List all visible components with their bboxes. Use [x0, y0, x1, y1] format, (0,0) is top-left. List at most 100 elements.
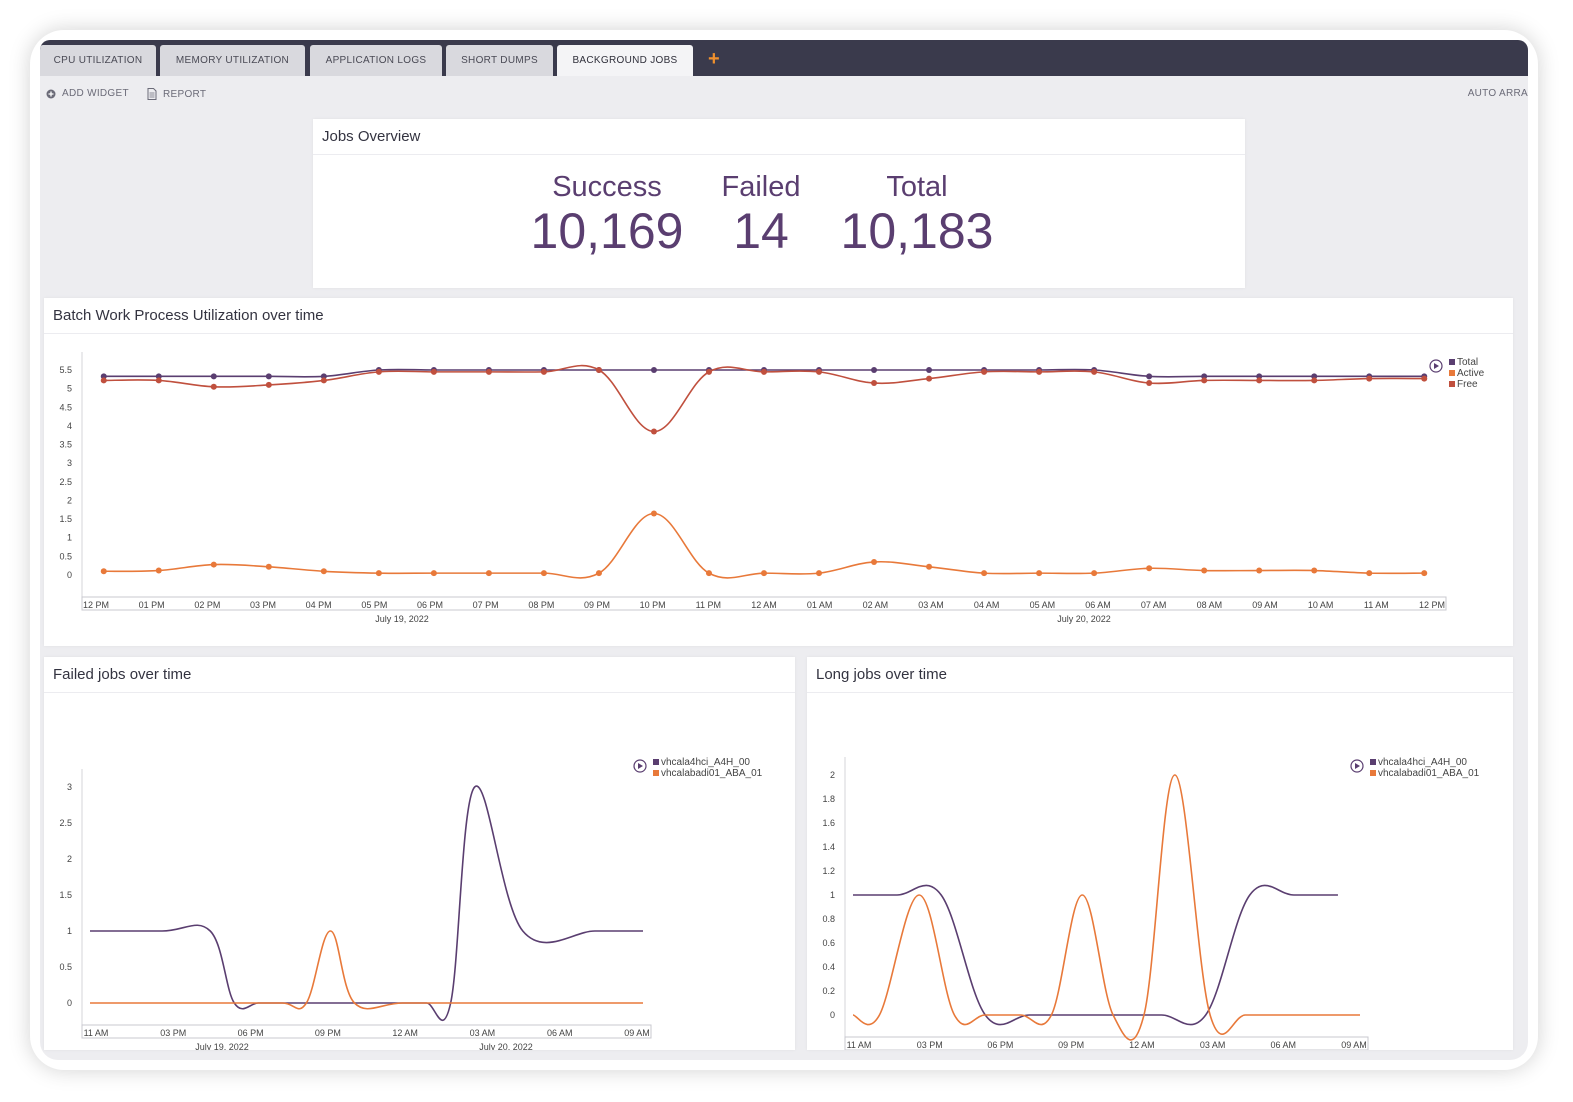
play-icon[interactable]	[1350, 759, 1364, 773]
data-point	[1256, 373, 1263, 380]
data-point	[1256, 377, 1263, 384]
add-widget-button[interactable]: ADD WIDGET	[46, 88, 129, 99]
data-point	[926, 367, 933, 373]
data-point	[1311, 373, 1318, 380]
data-point	[1256, 567, 1263, 574]
legend-label: vhcala4hci_A4H_00	[661, 757, 750, 768]
x-tick-label: 04 AM	[974, 600, 1000, 610]
data-point	[595, 367, 602, 373]
report-button[interactable]: REPORT	[147, 88, 206, 100]
data-point	[761, 570, 767, 577]
data-point	[1091, 570, 1098, 577]
x-tick-label: 03 PM	[250, 600, 276, 610]
legend-label: Total	[1457, 357, 1478, 368]
x-tick-label: 04 PM	[306, 600, 332, 610]
widget-title: Failed jobs over time	[53, 666, 192, 683]
legend-swatch	[653, 770, 659, 776]
y-tick-label: 1.5	[59, 514, 72, 524]
legend-label: Free	[1457, 379, 1478, 390]
x-tick-label: 03 PM	[160, 1028, 186, 1038]
x-tick-label: 12 AM	[751, 600, 777, 610]
x-tick-label: 09 PM	[1058, 1040, 1084, 1050]
legend-swatch	[1449, 359, 1455, 365]
data-point	[155, 377, 162, 384]
series-line-1	[852, 774, 1360, 1041]
x-tick-label: 11 AM	[1364, 600, 1389, 610]
x-tick-label: 12 PM	[1419, 600, 1445, 610]
x-tick-label: 12 AM	[1129, 1040, 1155, 1050]
jobs-overview-widget: Jobs Overview Success 10,169 Failed 14 T…	[313, 119, 1245, 288]
data-point	[100, 568, 107, 575]
long-jobs-chart: 2 1.8 1.6 1.4 1.2 1 0.8 0.6 0.4 0.2 0 11 AM 03 PM 06 …	[822, 757, 1480, 1050]
legend-label: vhcalabadi01_ABA_01	[1378, 768, 1480, 779]
x-tick-label: 10 PM	[640, 600, 666, 610]
divider	[313, 154, 1245, 155]
play-icon[interactable]	[1429, 359, 1443, 373]
y-tick-label: 4.5	[59, 402, 72, 412]
add-circle-icon	[46, 89, 56, 98]
stat-label: Failed	[721, 171, 801, 203]
x-tick-label: 02 AM	[863, 600, 889, 610]
plus-icon[interactable]: +	[708, 48, 720, 70]
x-tick-label: 03 AM	[470, 1028, 496, 1038]
y-tick-label: 5.5	[59, 365, 72, 375]
data-point	[705, 570, 712, 577]
series-line-1	[90, 930, 643, 1010]
auto-arrange-button[interactable]: AUTO ARRA	[1467, 88, 1528, 99]
data-point	[540, 368, 547, 375]
x-tick-label: 07 PM	[473, 600, 499, 610]
y-tick-label: 0.5	[59, 962, 72, 972]
divider	[807, 692, 1513, 693]
y-tick-label: 0.8	[822, 914, 835, 924]
data-point	[485, 570, 492, 577]
y-tick-label: 1.2	[822, 866, 835, 876]
date-label: July 20, 2022	[1057, 614, 1111, 624]
x-tick-label: 09 AM	[624, 1028, 650, 1038]
x-tick-label: 06 PM	[987, 1040, 1013, 1050]
x-tick-label: 09 PM	[584, 600, 610, 610]
y-tick-label: 1	[830, 890, 835, 900]
y-tick-label: 0.4	[822, 962, 835, 972]
legend-label: vhcalabadi01_ABA_01	[661, 768, 763, 779]
y-tick-label: 3	[67, 458, 72, 468]
batch-utilization-chart: 5.5 5 4.5 4 3.5 3 2.5 2 1.5 1 0.5 0 12 PM 01 PM 02 PM 0…	[59, 352, 1485, 624]
data-point	[1311, 377, 1318, 384]
data-point	[926, 563, 933, 570]
tab-cpu-utilization[interactable]: CPU UTILIZATION	[40, 45, 156, 76]
tab-short-dumps[interactable]: SHORT DUMPS	[446, 45, 553, 76]
data-point	[981, 368, 988, 375]
x-tick-label: 06 AM	[1271, 1040, 1297, 1050]
stat-value: 14	[733, 203, 789, 259]
x-tick-label: 12 AM	[392, 1028, 418, 1038]
x-axis-band	[81, 596, 1447, 611]
widget-title: Jobs Overview	[322, 128, 421, 145]
y-tick-label: 1.5	[59, 890, 72, 900]
data-point	[1311, 567, 1318, 574]
tab-memory-utilization[interactable]: MEMORY UTILIZATION	[160, 45, 305, 76]
data-point	[375, 570, 382, 577]
date-label: July 19, 2022	[195, 1042, 249, 1050]
data-point	[650, 510, 657, 517]
stat-failed: Failed 14	[711, 171, 811, 260]
legend-swatch	[1449, 381, 1455, 387]
series-line-0	[852, 884, 1338, 1026]
data-point	[485, 368, 492, 375]
data-point	[871, 367, 878, 373]
x-axis-band	[844, 1036, 1369, 1050]
data-point	[1091, 368, 1098, 375]
play-icon[interactable]	[633, 759, 647, 773]
data-point	[1421, 375, 1428, 382]
y-tick-label: 5	[67, 384, 72, 394]
tab-background-jobs[interactable]: BACKGROUND JOBS	[557, 45, 693, 76]
legend-swatch	[1449, 370, 1455, 376]
legend-swatch	[1370, 770, 1376, 776]
x-tick-label: 03 AM	[1200, 1040, 1226, 1050]
y-tick-label: 1	[67, 533, 72, 543]
y-tick-label: 2.5	[59, 818, 72, 828]
tab-application-logs[interactable]: APPLICATION LOGS	[310, 45, 442, 76]
data-point	[210, 561, 217, 568]
x-tick-label: 06 PM	[238, 1028, 264, 1038]
data-point	[761, 368, 767, 375]
app-screen: CPU UTILIZATION MEMORY UTILIZATION APPLI…	[40, 40, 1528, 1060]
stat-success: Success 10,169	[527, 171, 687, 260]
